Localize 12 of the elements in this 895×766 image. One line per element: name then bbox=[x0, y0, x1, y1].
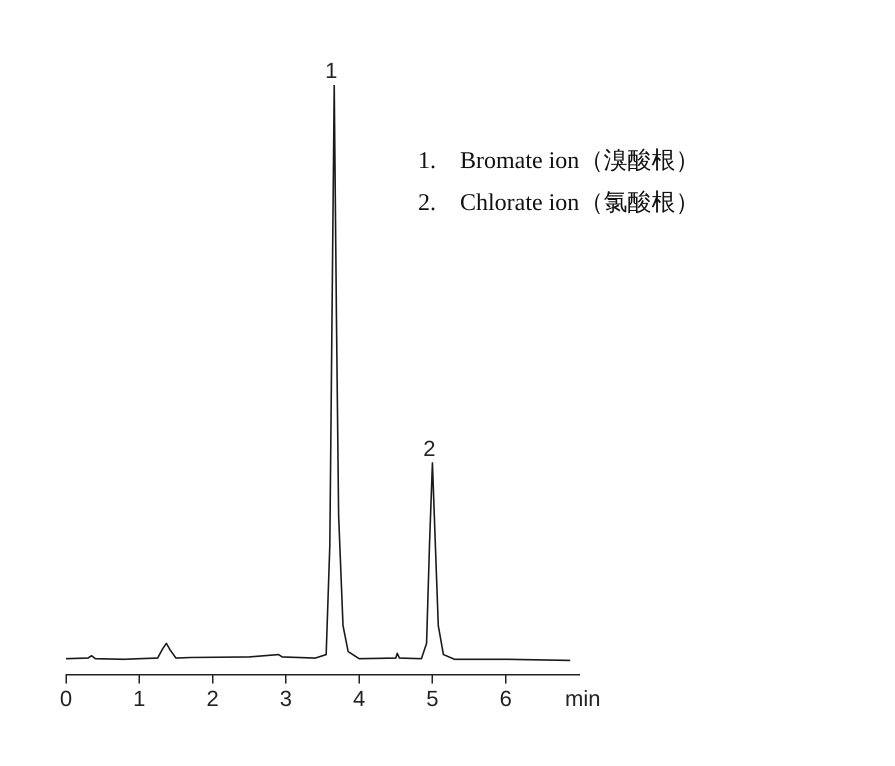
annotation: 2. Chlorate ion（氯酸根） bbox=[418, 189, 700, 218]
x-tick-label: 2 bbox=[206, 686, 219, 711]
x-tick-label: 1 bbox=[133, 686, 146, 711]
annotation: 2 bbox=[423, 436, 436, 461]
x-axis-title: min bbox=[565, 686, 600, 712]
x-tick-label: 5 bbox=[426, 686, 439, 711]
x-tick-label: 0 bbox=[60, 686, 72, 711]
x-tick-label: 6 bbox=[500, 686, 512, 711]
annotation: 1. Bromate ion（溴酸根） bbox=[418, 147, 700, 176]
x-tick-label: 4 bbox=[353, 686, 366, 711]
x-tick-label: 3 bbox=[280, 686, 292, 711]
annotation: 1 bbox=[325, 58, 338, 84]
